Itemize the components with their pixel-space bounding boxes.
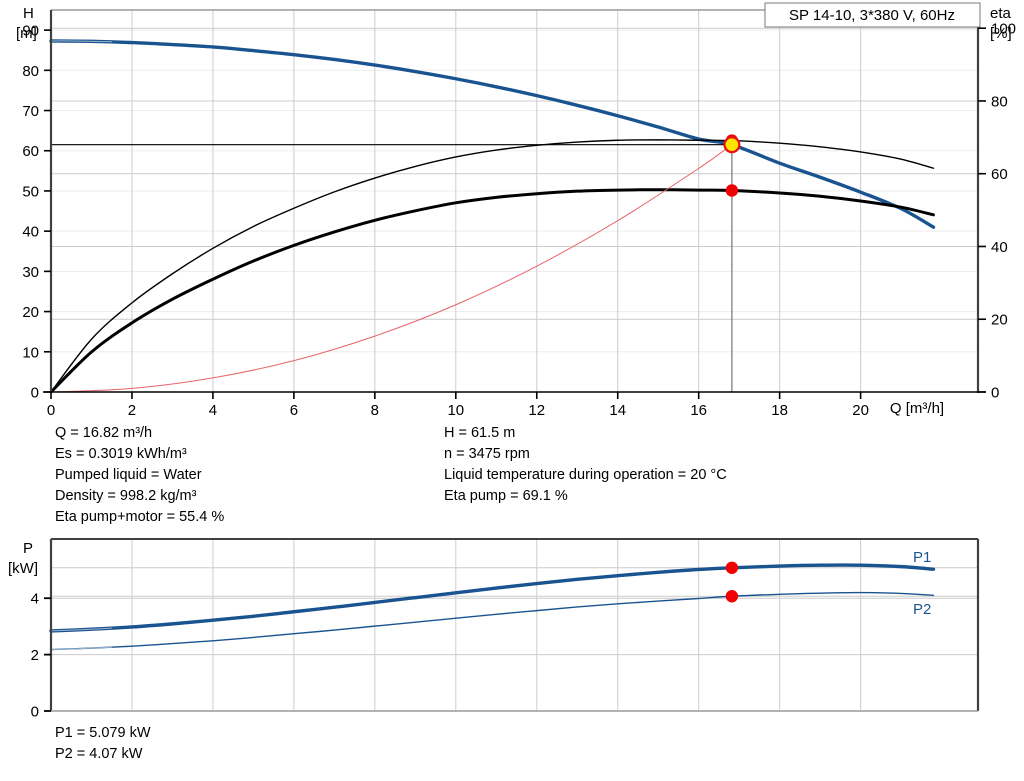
head-series-system-curve [50,144,733,393]
head-ytick-label: 70 [22,103,39,120]
info-left-line-3: Pumped liquid = Water [55,467,202,483]
head-series-eta-pump-plus-motor [49,188,935,394]
power-y-axis-title-line2: [kW] [8,560,38,577]
power-y-axis-title-line1: P [23,540,33,557]
head-ytick-label: 90 [22,23,39,40]
info-left-line-1: Q = 16.82 m³/h [55,425,153,441]
duty-point-marker[interactable] [723,136,741,154]
head-xtick-label: 14 [609,402,626,419]
head-ytick-label: 60 [22,143,39,160]
head-y-axis-title-line2: [m] [16,25,37,42]
info-right-line-2: n = 3475 rpm [444,446,530,462]
power-ytick-label: 0 [31,704,39,721]
efficiency-marker-dot [725,184,739,197]
head-y2tick-label: 20 [991,312,1008,329]
power-ytick-label: 4 [31,591,39,608]
head-y2tick-label: 60 [991,166,1008,183]
head-ytick-label: 10 [22,344,39,361]
info-left-line-2: Es = 0.3019 kWh/m³ [55,446,187,462]
power-legend-P2: P2 [913,601,931,618]
info-bottom-line-2: P2 = 4.07 kW [55,746,143,762]
head-series-H [49,39,936,229]
head-xtick-label: 2 [128,402,136,419]
head-xtick-label: 10 [447,402,464,419]
head-y2tick-label: 100 [991,21,1016,38]
head-y2tick-label: 0 [991,385,999,402]
head-y-axis-title-line1: H [23,5,34,22]
head-ytick-label: 50 [22,183,39,200]
head-y2-axis-title-line2: [%] [990,25,1012,42]
power-series-P1 [49,563,936,633]
head-xtick-label: 6 [290,402,298,419]
head-xtick-label: 20 [852,402,869,419]
info-right-line-4: Eta pump = 69.1 % [444,488,568,504]
head-xtick-label: 18 [771,402,788,419]
info-left-line-5: Eta pump+motor = 55.4 % [55,509,225,525]
head-xtick-label: 12 [528,402,545,419]
head-ytick-label: 80 [22,63,39,80]
power-ytick-label: 2 [31,647,39,664]
power-series-P1-extrapolated [50,627,113,632]
head-ytick-label: 0 [31,385,39,402]
head-x-axis-title: Q [m³/h] [890,400,944,417]
power-series-P2 [50,591,935,651]
power-marker-dot [725,590,739,603]
head-ytick-label: 30 [22,264,39,281]
head-series-eta-pump [50,139,935,393]
power-series-P2-extrapolated [50,646,113,651]
info-left-line-4: Density = 998.2 kg/m³ [55,488,197,504]
chart-title-box [764,2,981,28]
info-bottom-line-1: P1 = 5.079 kW [55,725,151,741]
head-xtick-label: 4 [209,402,217,419]
head-y2tick-label: 40 [991,239,1008,256]
chart-title: SP 14-10, 3*380 V, 60Hz [789,7,955,24]
head-y2-axis-title-line1: eta [990,5,1012,22]
head-series-H-extrapolated [50,40,113,43]
head-ytick-label: 20 [22,304,39,321]
power-chart: 0 2 4 P [kW] P1 P2 [8,538,980,721]
power-marker-dot [725,561,739,574]
head-xtick-label: 16 [690,402,707,419]
info-right-line-3: Liquid temperature during operation = 20… [444,467,727,483]
head-xtick-label: 0 [47,402,55,419]
power-legend-P1: P1 [913,549,931,566]
head-ytick-label: 40 [22,224,39,241]
head-y2tick-label: 80 [991,93,1008,110]
info-right-line-1: H = 61.5 m [444,425,516,441]
head-chart: 0 10 20 30 40 50 60 70 80 90 0 20 40 60 80 100 0 2 4 6 8 10 12… [16,2,1016,419]
head-xtick-label: 8 [371,402,379,419]
